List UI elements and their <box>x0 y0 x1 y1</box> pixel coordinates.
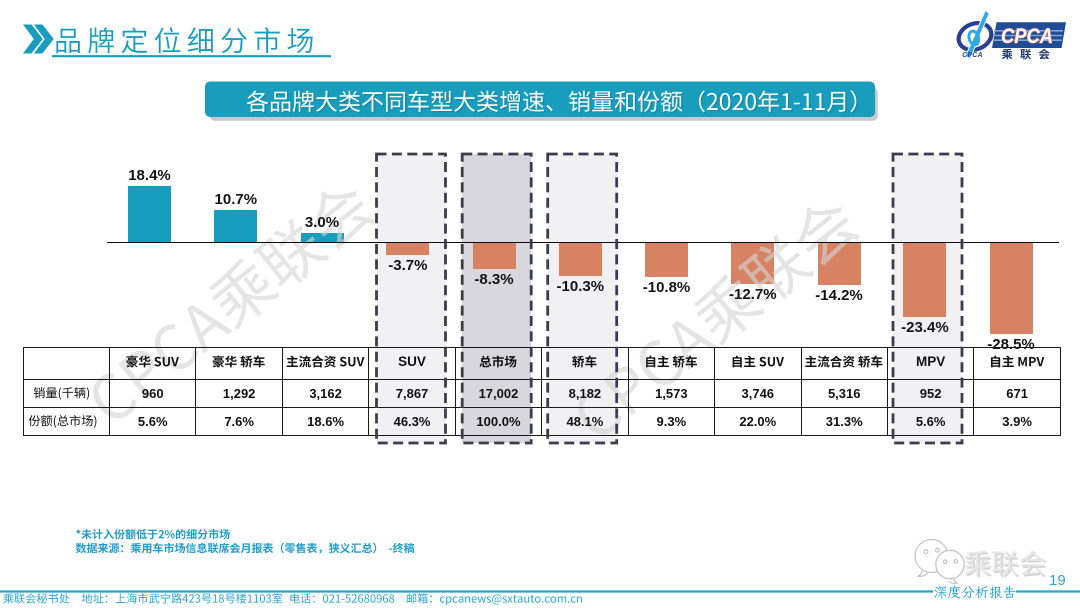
svg-text:CPCA: CPCA <box>1001 24 1053 48</box>
